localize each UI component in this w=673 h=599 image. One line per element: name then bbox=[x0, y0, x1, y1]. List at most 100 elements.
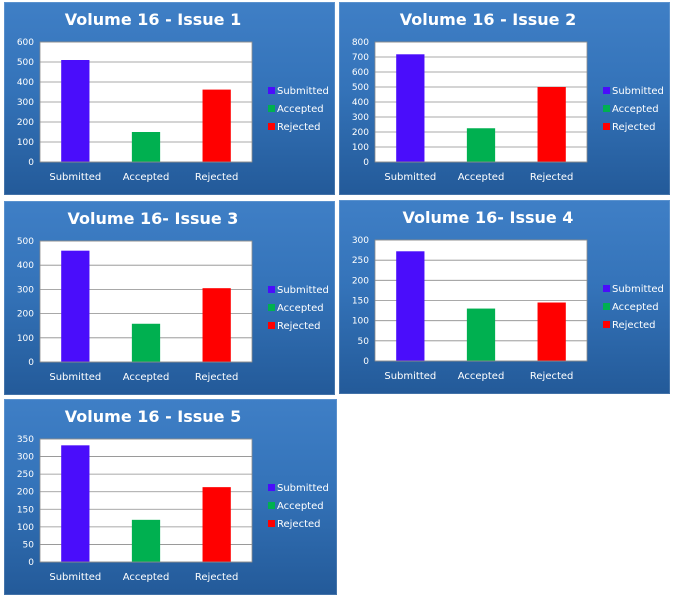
legend-label-accepted: Accepted bbox=[612, 302, 659, 313]
y-tick-label: 400 bbox=[17, 261, 34, 271]
y-tick-label: 200 bbox=[17, 488, 34, 498]
legend-label-submitted: Submitted bbox=[612, 86, 664, 97]
plot-border bbox=[39, 240, 253, 363]
y-tick-label: 0 bbox=[363, 357, 369, 367]
y-tick-label: 350 bbox=[17, 435, 34, 445]
x-category-label: Rejected bbox=[530, 172, 574, 183]
y-tick-label: 50 bbox=[358, 337, 370, 347]
chart-title: Volume 16 - Issue 2 bbox=[400, 10, 576, 29]
bar-accepted bbox=[466, 128, 496, 162]
y-tick-label: 300 bbox=[17, 453, 34, 463]
legend-swatch-submitted bbox=[268, 484, 275, 491]
legend-swatch-submitted bbox=[268, 286, 275, 293]
plot-border bbox=[39, 438, 253, 563]
bar-rejected bbox=[537, 302, 566, 361]
bar-rejected bbox=[537, 87, 566, 162]
x-category-label: Rejected bbox=[195, 572, 239, 583]
bar-chart-svg: Volume 16 - Issue 1 0 100 200 300 400 500 600 Su… bbox=[17, 10, 329, 183]
y-tick-label: 0 bbox=[28, 558, 34, 568]
y-tick-label: 100 bbox=[17, 523, 34, 533]
x-category-label: Rejected bbox=[530, 371, 574, 382]
x-category-label: Rejected bbox=[195, 372, 239, 383]
y-tick-label: 100 bbox=[352, 143, 369, 153]
legend-label-rejected: Rejected bbox=[277, 519, 321, 530]
chart-title: Volume 16 - Issue 5 bbox=[65, 407, 241, 426]
y-tick-label: 150 bbox=[17, 505, 34, 515]
legend-label-rejected: Rejected bbox=[612, 122, 656, 133]
y-tick-label: 300 bbox=[17, 98, 34, 108]
legend-swatch-submitted bbox=[603, 285, 610, 292]
x-category-label: Accepted bbox=[123, 572, 170, 583]
legend-label-accepted: Accepted bbox=[277, 501, 324, 512]
x-category-label: Submitted bbox=[49, 172, 101, 183]
bar-submitted bbox=[61, 60, 90, 162]
y-tick-label: 250 bbox=[352, 256, 369, 266]
bar-accepted bbox=[466, 308, 496, 361]
y-tick-label: 100 bbox=[17, 334, 34, 344]
y-tick-label: 300 bbox=[352, 236, 369, 246]
bar-rejected bbox=[202, 288, 231, 362]
legend-label-accepted: Accepted bbox=[612, 104, 659, 115]
y-tick-label: 200 bbox=[17, 118, 34, 128]
bar-submitted bbox=[396, 54, 425, 162]
bar-rejected bbox=[202, 487, 231, 562]
legend-label-rejected: Rejected bbox=[612, 320, 656, 331]
legend-swatch-rejected bbox=[268, 520, 275, 527]
bar-chart-svg: Volume 16- Issue 4 0 50 100 150 200 250 300 Subm… bbox=[352, 208, 664, 382]
bar-chart-svg: Volume 16 - Issue 5 0 50 100 150 200 250 300 350… bbox=[17, 407, 329, 583]
legend-swatch-accepted bbox=[268, 304, 275, 311]
y-tick-label: 250 bbox=[17, 470, 34, 480]
bar-rejected bbox=[202, 89, 231, 162]
legend-label-accepted: Accepted bbox=[277, 104, 324, 115]
bar-accepted bbox=[131, 519, 161, 562]
y-tick-label: 500 bbox=[17, 58, 34, 68]
bar-chart-svg: Volume 16- Issue 3 0 100 200 300 400 500 Submit… bbox=[17, 209, 329, 383]
plot-border bbox=[374, 41, 588, 163]
x-category-label: Rejected bbox=[195, 172, 239, 183]
legend-swatch-submitted bbox=[268, 87, 275, 94]
y-tick-label: 300 bbox=[352, 113, 369, 123]
x-category-label: Accepted bbox=[123, 172, 170, 183]
legend-swatch-submitted bbox=[603, 87, 610, 94]
legend-label-rejected: Rejected bbox=[277, 321, 321, 332]
chart-panel-issue-5: Volume 16 - Issue 5 0 50 100 150 200 250 300 350… bbox=[4, 399, 337, 595]
x-category-label: Submitted bbox=[384, 172, 436, 183]
y-tick-label: 800 bbox=[352, 38, 369, 48]
y-tick-label: 0 bbox=[28, 358, 34, 368]
bar-submitted bbox=[61, 250, 90, 362]
chart-panel-issue-3: Volume 16- Issue 3 0 100 200 300 400 500 Submit… bbox=[4, 201, 335, 395]
bar-chart-svg: Volume 16 - Issue 2 0 100 200 300 400 500 600 70… bbox=[352, 10, 664, 183]
legend-label-submitted: Submitted bbox=[277, 483, 329, 494]
legend-swatch-rejected bbox=[268, 322, 275, 329]
y-tick-label: 50 bbox=[23, 540, 35, 550]
legend-label-submitted: Submitted bbox=[612, 284, 664, 295]
y-tick-label: 100 bbox=[352, 317, 369, 327]
chart-panel-issue-1: Volume 16 - Issue 1 0 100 200 300 400 500 600 Su… bbox=[4, 2, 335, 195]
y-tick-label: 500 bbox=[352, 83, 369, 93]
legend-label-accepted: Accepted bbox=[277, 303, 324, 314]
y-tick-label: 200 bbox=[352, 276, 369, 286]
chart-title: Volume 16- Issue 4 bbox=[403, 208, 574, 227]
y-tick-label: 400 bbox=[17, 78, 34, 88]
y-tick-label: 200 bbox=[352, 128, 369, 138]
y-tick-label: 500 bbox=[17, 237, 34, 247]
y-tick-label: 300 bbox=[17, 285, 34, 295]
legend-swatch-accepted bbox=[603, 105, 610, 112]
bar-submitted bbox=[61, 445, 90, 562]
legend-swatch-rejected bbox=[603, 123, 610, 130]
legend-swatch-accepted bbox=[268, 502, 275, 509]
y-tick-label: 200 bbox=[17, 310, 34, 320]
y-tick-label: 100 bbox=[17, 138, 34, 148]
chart-panel-issue-2: Volume 16 - Issue 2 0 100 200 300 400 500 600 70… bbox=[339, 2, 670, 195]
bar-accepted bbox=[131, 132, 161, 162]
y-tick-label: 600 bbox=[17, 38, 34, 48]
y-tick-label: 0 bbox=[363, 158, 369, 168]
chart-panel-issue-4: Volume 16- Issue 4 0 50 100 150 200 250 300 Subm… bbox=[339, 200, 670, 394]
legend-swatch-accepted bbox=[268, 105, 275, 112]
x-category-label: Accepted bbox=[458, 172, 505, 183]
chart-title: Volume 16 - Issue 1 bbox=[65, 10, 241, 29]
x-category-label: Submitted bbox=[49, 572, 101, 583]
x-category-label: Submitted bbox=[49, 372, 101, 383]
y-tick-label: 700 bbox=[352, 53, 369, 63]
legend-label-rejected: Rejected bbox=[277, 122, 321, 133]
